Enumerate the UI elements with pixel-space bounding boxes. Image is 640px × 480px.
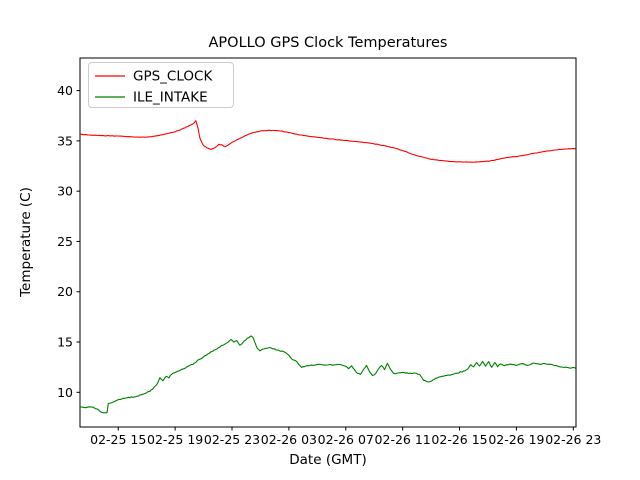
y-tick-label: 25 [57, 234, 73, 249]
chart-title: APOLLO GPS Clock Temperatures [209, 35, 448, 51]
x-tick-label: 02-25 15 [90, 432, 146, 447]
x-tick-label: 02-26 19 [488, 432, 544, 447]
legend-box [88, 62, 234, 108]
x-tick-label: 02-25 19 [147, 432, 203, 447]
x-axis-label: Date (GMT) [289, 452, 366, 468]
x-axis-ticks: 02-25 15 02-25 19 02-25 23 02-26 03 02-26 07… [90, 427, 601, 447]
y-tick-label: 35 [57, 133, 73, 148]
legend: GPS_CLOCK ILE_INTAKE [88, 62, 234, 108]
y-axis-ticks: 10 15 20 25 30 35 40 [57, 83, 80, 400]
plot-area [79, 57, 577, 428]
gps-clock-line [79, 120, 576, 163]
y-axis-label: Temperature (C) [18, 187, 34, 298]
x-tick-label: 02-26 03 [261, 432, 317, 447]
legend-gps-clock-label: GPS_CLOCK [133, 69, 213, 85]
x-tick-label: 02-25 23 [204, 432, 260, 447]
y-tick-label: 40 [57, 83, 73, 98]
y-tick-label: 20 [57, 284, 73, 299]
y-tick-label: 10 [57, 385, 73, 400]
legend-ile-intake-label: ILE_INTAKE [133, 90, 208, 106]
x-tick-label: 02-26 11 [375, 432, 431, 447]
y-tick-label: 30 [57, 184, 73, 199]
ile-intake-line [79, 335, 576, 414]
x-tick-label: 02-26 23 [545, 432, 601, 447]
x-tick-label: 02-26 15 [431, 432, 487, 447]
y-tick-label: 15 [57, 335, 73, 350]
x-tick-label: 02-26 07 [318, 432, 374, 447]
